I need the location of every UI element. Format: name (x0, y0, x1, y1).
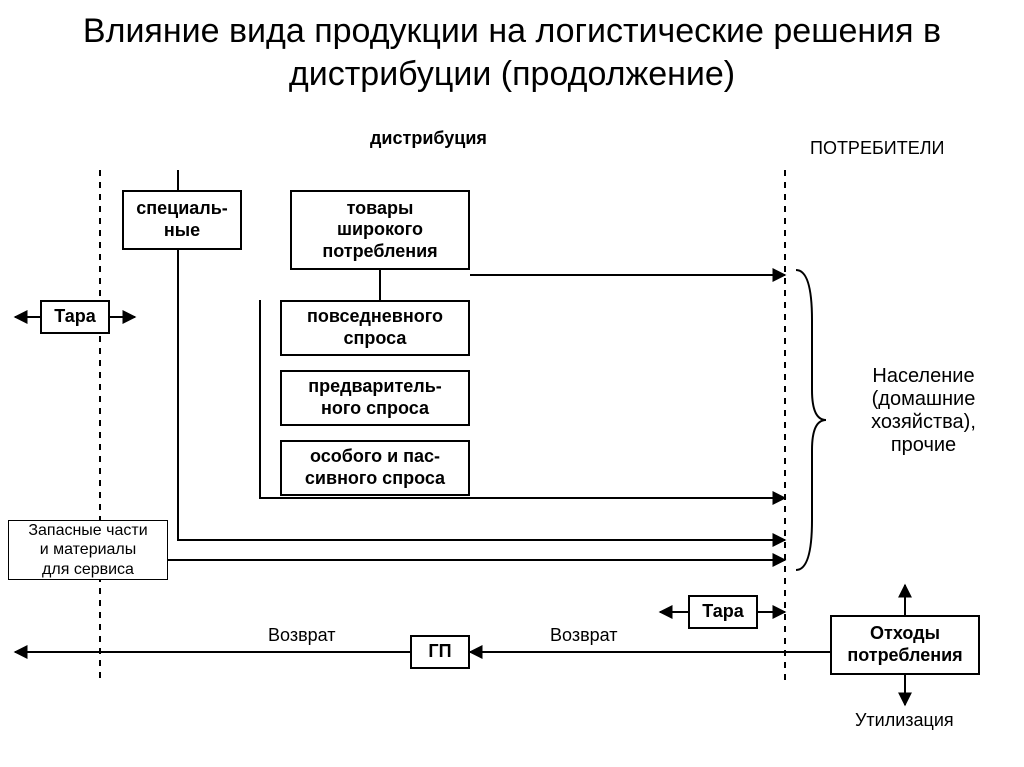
box-daily-demand: повседневного спроса (280, 300, 470, 356)
box-waste: Отходы потребления (830, 615, 980, 675)
label-return-left: Возврат (268, 625, 336, 646)
box-tara-left: Тара (40, 300, 110, 334)
label-distribution: дистрибуция (370, 128, 487, 149)
box-pre-demand: предваритель- ного спроса (280, 370, 470, 426)
box-wide-goods: товары широкого потребления (290, 190, 470, 270)
page-title: Влияние вида продукции на логистические … (0, 10, 1024, 95)
label-population: Население (домашние хозяйства), прочие (836, 365, 1011, 457)
box-special: специаль- ные (122, 190, 242, 250)
label-consumers: ПОТРЕБИТЕЛИ (810, 138, 944, 159)
box-special-demand: особого и пас- сивного спроса (280, 440, 470, 496)
label-utilization: Утилизация (855, 710, 954, 731)
label-return-right: Возврат (550, 625, 618, 646)
diagram-stage: Влияние вида продукции на логистические … (0, 0, 1024, 767)
box-spare-parts: Запасные части и материалы для сервиса (8, 520, 168, 580)
box-tara-right: Тара (688, 595, 758, 629)
box-gp: ГП (410, 635, 470, 669)
